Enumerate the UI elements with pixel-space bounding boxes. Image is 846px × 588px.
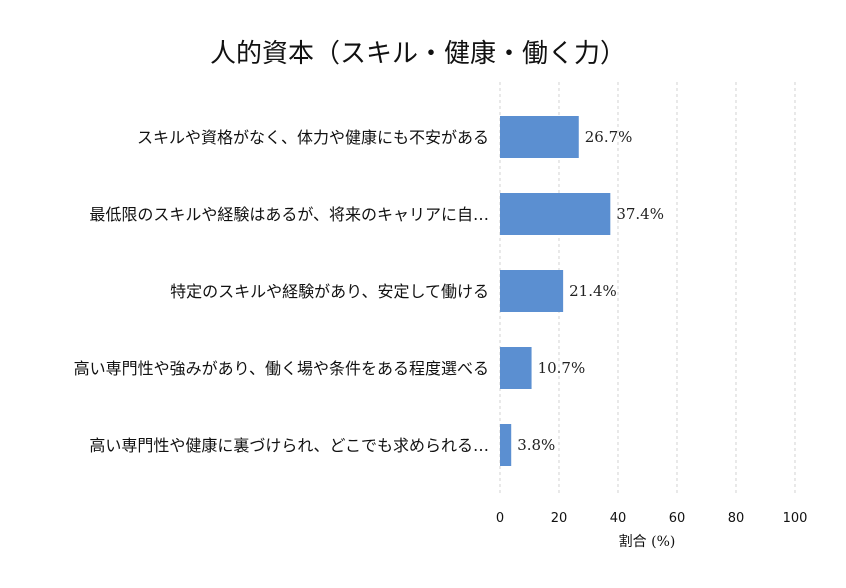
- x-tick-label: 100: [783, 511, 808, 526]
- value-label: 21.4%: [569, 282, 617, 300]
- category-labels: スキルや資格がなく、体力や健康にも不安がある最低限のスキルや経験はあるが、将来の…: [74, 128, 489, 455]
- x-tick-label: 0: [496, 511, 504, 526]
- x-axis-ticks: 0 20 40 60 80 100: [496, 511, 808, 526]
- x-tick-label: 40: [610, 511, 627, 526]
- x-tick-label: 80: [728, 511, 745, 526]
- chart-title: 人的資本（スキル・健康・働く力）: [210, 39, 626, 69]
- bar: [500, 424, 512, 466]
- category-label: 高い専門性や健康に裏づけられ、どこでも求められる…: [89, 436, 489, 455]
- value-label: 3.8%: [517, 436, 555, 454]
- value-label: 37.4%: [616, 205, 664, 223]
- value-labels: 26.7% 37.4% 21.4% 10.7% 3.8%: [517, 128, 664, 454]
- category-label: スキルや資格がなく、体力や健康にも不安がある: [137, 128, 489, 147]
- category-label: 最低限のスキルや経験はあるが、将来のキャリアに自…: [89, 205, 489, 224]
- bar: [500, 347, 532, 389]
- bar: [500, 270, 564, 312]
- bar-layer: [500, 116, 611, 466]
- category-label: 特定のスキルや経験があり、安定して働ける: [170, 282, 489, 301]
- x-tick-label: 60: [669, 511, 686, 526]
- x-tick-label: 20: [551, 511, 568, 526]
- value-label: 26.7%: [585, 128, 633, 146]
- bar: [500, 116, 579, 158]
- x-axis-title: 割合 (%): [619, 533, 676, 550]
- bar: [500, 193, 611, 235]
- category-label: 高い専門性や強みがあり、働く場や条件をある程度選べる: [74, 359, 489, 378]
- value-label: 10.7%: [538, 359, 586, 377]
